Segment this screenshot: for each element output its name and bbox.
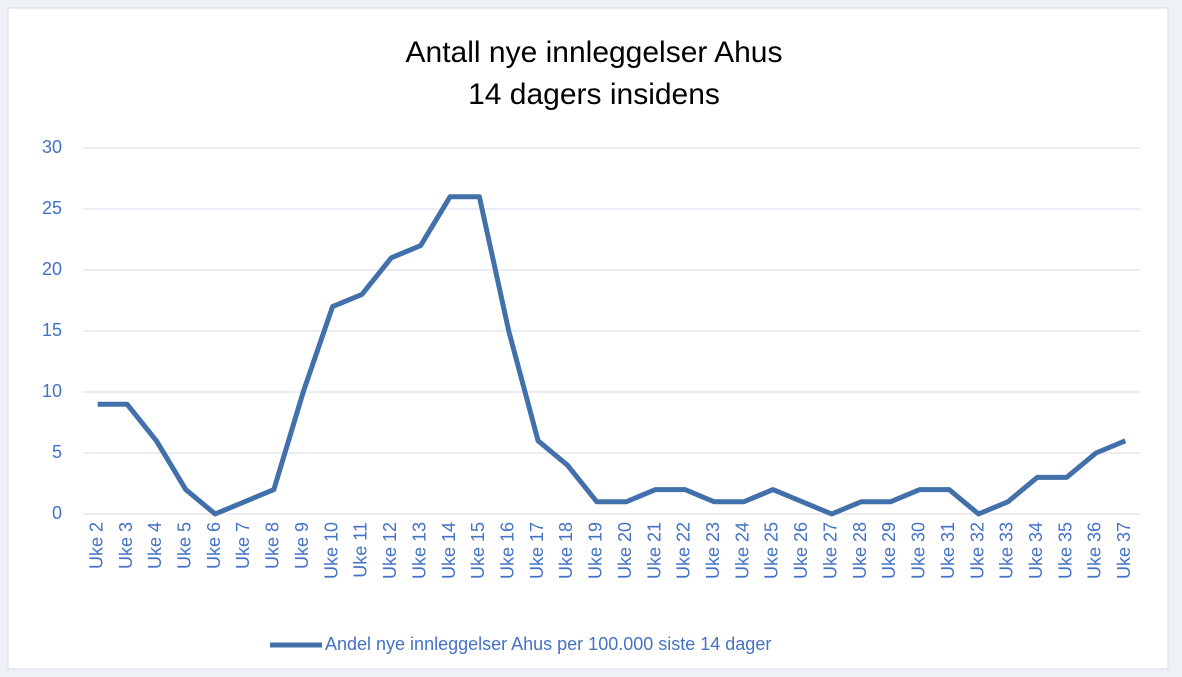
y-tick-label: 10 — [42, 381, 62, 401]
x-tick-label: Uke 15 — [468, 522, 488, 579]
x-tick-label: Uke 12 — [380, 522, 400, 579]
x-tick-label: Uke 21 — [644, 522, 664, 579]
x-tick-label: Uke 8 — [263, 522, 283, 569]
y-tick-label: 5 — [52, 442, 62, 462]
x-tick-label: Uke 5 — [175, 522, 195, 569]
y-tick-label: 15 — [42, 320, 62, 340]
x-tick-label: Uke 30 — [909, 522, 929, 579]
x-tick-label: Uke 17 — [527, 522, 547, 579]
x-tick-label: Uke 31 — [938, 522, 958, 579]
x-tick-label: Uke 13 — [409, 522, 429, 579]
chart-title: Antall nye innleggelser Ahus — [406, 36, 783, 69]
x-tick-label: Uke 35 — [1055, 522, 1075, 579]
chart-title: 14 dagers insidens — [468, 78, 720, 111]
x-tick-label: Uke 27 — [820, 522, 840, 579]
y-tick-label: 0 — [52, 503, 62, 523]
line — [97, 194, 1127, 517]
x-tick-label: Uke 26 — [791, 522, 811, 579]
chart-area — [7, 7, 1169, 670]
x-tick-label: Uke 25 — [762, 522, 782, 579]
x-tick-label: Uke 20 — [615, 522, 635, 579]
x-tick-label: Uke 23 — [703, 522, 723, 579]
x-tick-label: Uke 34 — [1026, 522, 1046, 579]
x-tick-label: Uke 36 — [1085, 522, 1105, 579]
x-tick-label: Uke 18 — [556, 522, 576, 579]
x-tick-label: Uke 29 — [879, 522, 899, 579]
x-tick-label: Uke 37 — [1114, 522, 1134, 579]
x-tick-label: Uke 32 — [967, 522, 987, 579]
x-tick-label: Uke 9 — [292, 522, 312, 569]
x-tick-label: Uke 16 — [497, 522, 517, 579]
x-tick-label: Uke 24 — [732, 522, 752, 579]
legend-label: Andel nye innleggelser Ahus per 100.000 … — [325, 634, 771, 654]
y-tick-label: 30 — [42, 137, 62, 157]
x-tick-label: Uke 14 — [439, 522, 459, 579]
x-tick-label: Uke 19 — [586, 522, 606, 579]
x-tick-label: Uke 6 — [204, 522, 224, 569]
y-tick-label: 25 — [42, 198, 62, 218]
x-tick-label: Uke 22 — [674, 522, 694, 579]
x-tick-label: Uke 33 — [997, 522, 1017, 579]
x-tick-label: Uke 10 — [321, 522, 341, 579]
x-tick-label: Uke 7 — [233, 522, 253, 569]
x-tick-label: Uke 3 — [116, 522, 136, 569]
x-tick-label: Uke 28 — [850, 522, 870, 579]
y-tick-label: 20 — [42, 259, 62, 279]
x-tick-label: Uke 2 — [86, 522, 106, 569]
x-tick-label: Uke 11 — [351, 522, 371, 578]
x-tick-label: Uke 4 — [145, 522, 165, 569]
